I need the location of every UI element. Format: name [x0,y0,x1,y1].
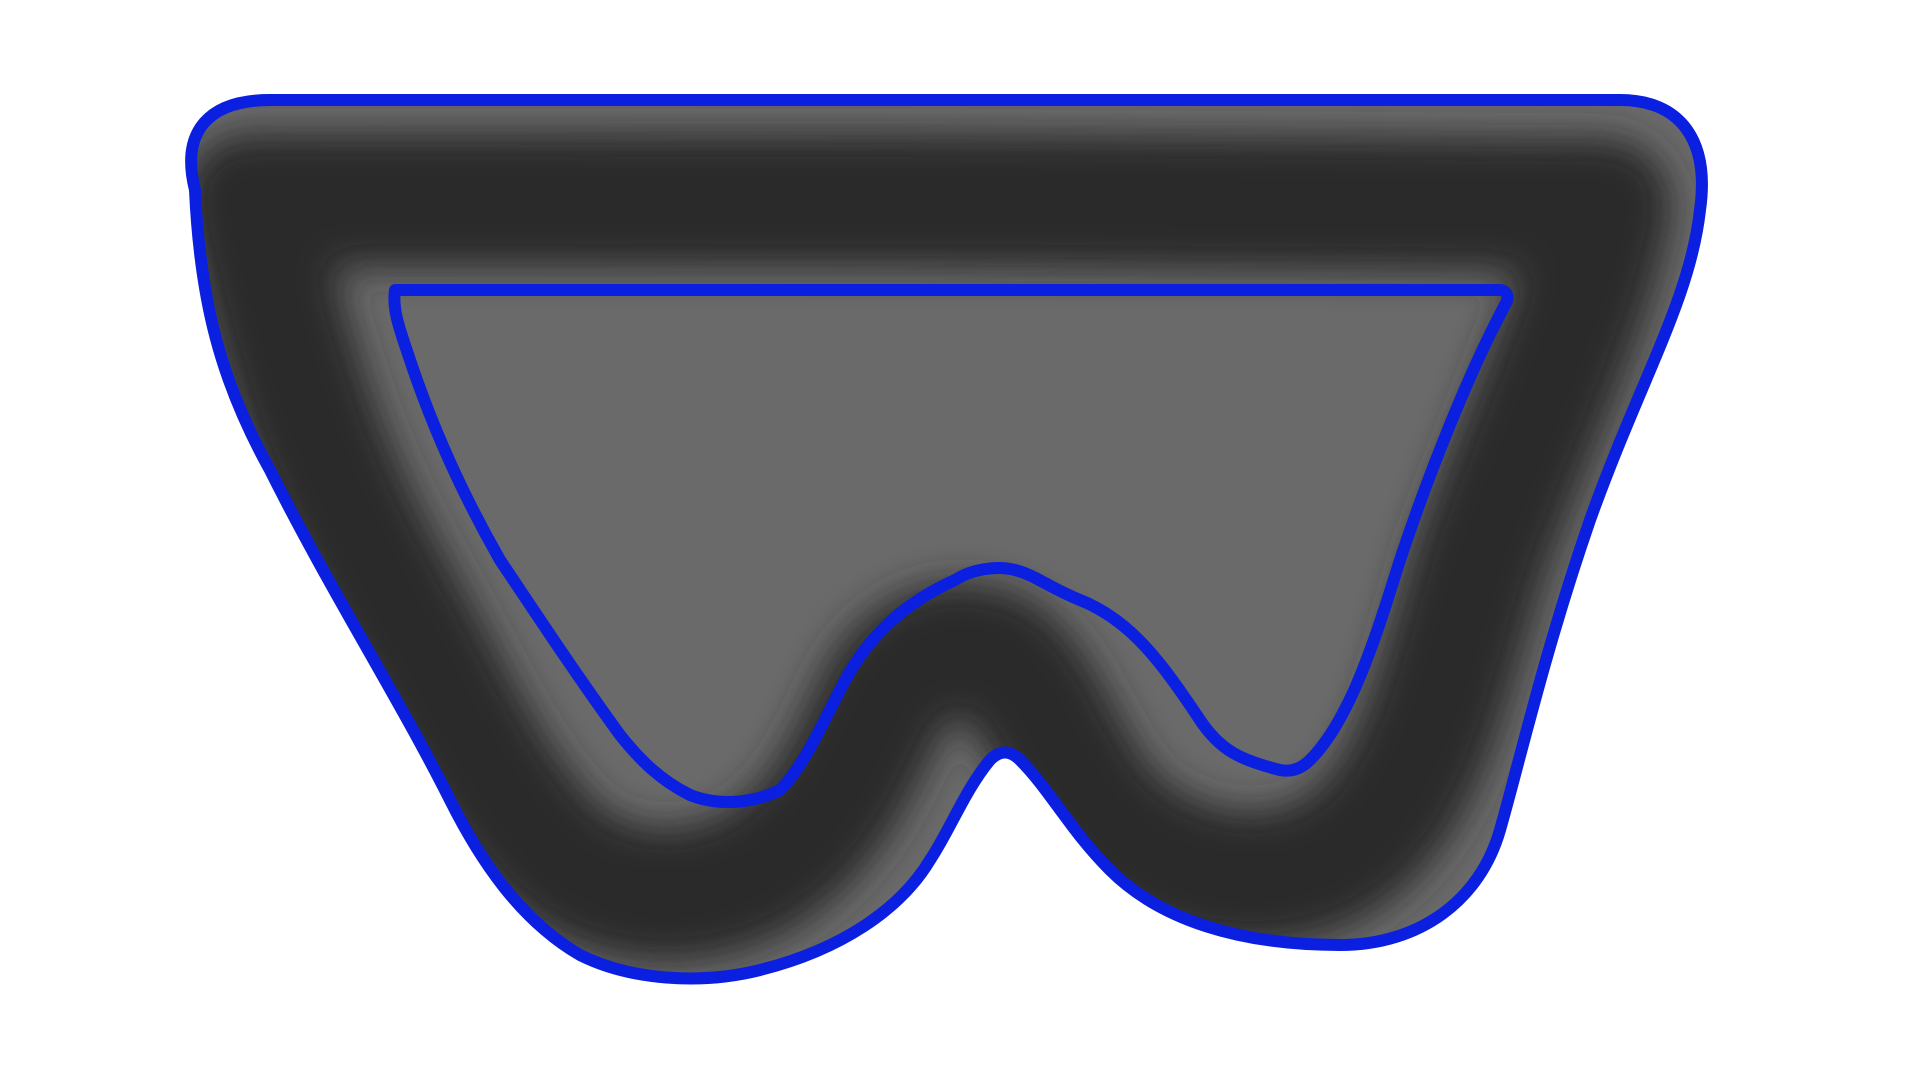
band-outline [185,94,1708,985]
band-core-shading [191,132,1673,963]
